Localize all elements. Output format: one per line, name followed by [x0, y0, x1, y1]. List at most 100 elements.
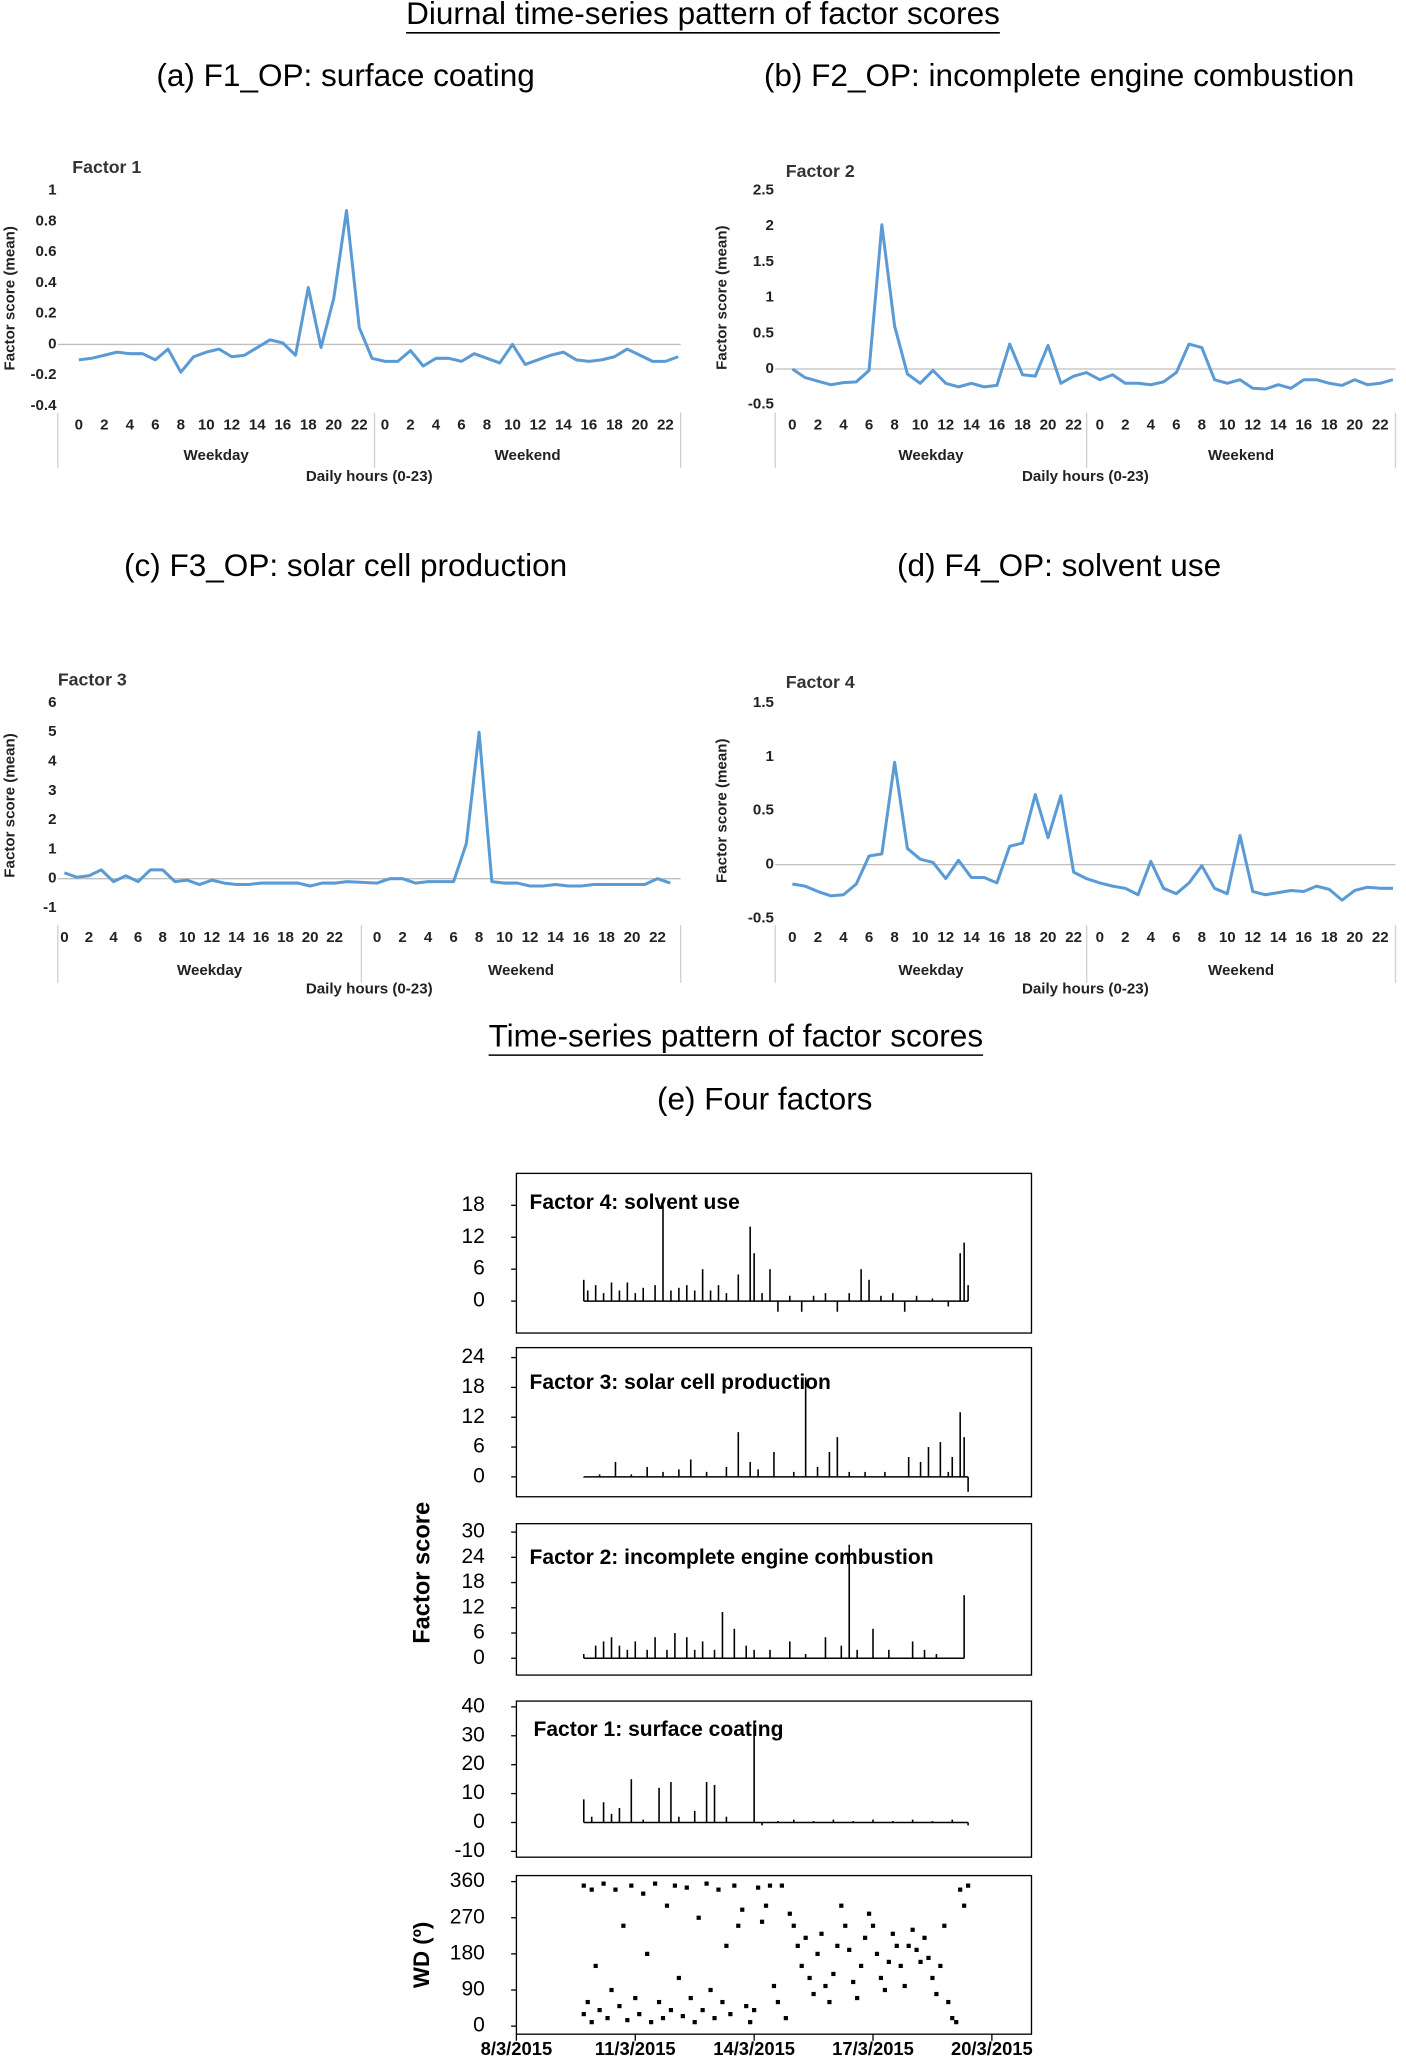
y-tick-label: 1 [766, 289, 774, 306]
spike [761, 1293, 763, 1302]
panel-frame [515, 1523, 1033, 1676]
spike [840, 1645, 843, 1659]
point [593, 1963, 598, 1969]
spike [959, 1253, 961, 1302]
spike [678, 1469, 680, 1477]
point [700, 2007, 705, 2013]
x-tick-label: 18 [1014, 929, 1031, 946]
spike [967, 1285, 969, 1302]
spike [749, 1226, 751, 1302]
spike [662, 1471, 664, 1477]
x-tick-label: 10 [912, 929, 929, 946]
point [775, 1999, 781, 2005]
line [792, 760, 1393, 902]
x-tick-label: 6 [865, 417, 873, 434]
x-tick-label: 8 [483, 417, 491, 434]
spike [915, 1295, 918, 1302]
x-tick-label: 22 [1372, 417, 1389, 434]
spike [610, 1282, 613, 1302]
spike [935, 1654, 938, 1659]
point [720, 1999, 725, 2005]
point [862, 1935, 868, 1940]
point [740, 1907, 745, 1912]
x-tick-label: 10 [912, 417, 929, 434]
point [613, 1887, 618, 1892]
point [918, 1959, 923, 1965]
x-tick-label: 16 [274, 417, 291, 434]
y-tick-label: 0 [48, 870, 56, 887]
spike [919, 1461, 922, 1477]
x-tick-label: 14 [547, 929, 564, 946]
point [664, 1903, 670, 1908]
y-tick-label: 0.2 [36, 305, 57, 322]
x-tick-label: 2 [398, 929, 406, 946]
x-tick-label: 6 [1172, 929, 1180, 946]
x-tick-label: 22 [657, 417, 674, 434]
x-tick-label: 10 [1219, 417, 1236, 434]
x-tick-label: 16 [1295, 929, 1312, 946]
x-tick-label: 17/3/2015 [832, 2038, 914, 2059]
point [942, 1923, 947, 1928]
x-tick-label: 4 [424, 929, 433, 946]
figure-title: Time-series pattern of factor scores [489, 1017, 983, 1053]
spike [725, 1466, 728, 1477]
spike [582, 1654, 585, 1659]
point [902, 1983, 907, 1989]
spike [872, 1819, 874, 1823]
y-tick-label: 18 [461, 1570, 484, 1593]
spike [959, 1412, 961, 1477]
spike [670, 1290, 672, 1302]
y-tick-label: 10 [461, 1781, 484, 1804]
panel-frame [515, 1346, 1033, 1498]
point [645, 1951, 650, 1956]
spike [713, 1784, 716, 1823]
spike [753, 1721, 755, 1823]
point [712, 2016, 717, 2021]
spike [594, 1645, 597, 1659]
panel-frame [515, 1700, 1033, 1858]
spike [630, 1474, 633, 1477]
x-tick-label: 6 [865, 929, 873, 946]
x-tick-label: 12 [1244, 417, 1261, 434]
spike [864, 1471, 866, 1477]
point [823, 1983, 828, 1989]
point [601, 1881, 606, 1886]
x-tick-label: 20 [302, 929, 319, 946]
point [938, 1963, 943, 1969]
y-tick-label: 0.4 [36, 274, 58, 291]
spike [852, 1821, 854, 1823]
point [617, 2003, 622, 2009]
spike [824, 1637, 827, 1659]
point [589, 2020, 594, 2025]
y-axis-label: Factor score [409, 1502, 435, 1644]
spike [582, 1799, 585, 1823]
point [684, 1885, 689, 1890]
spike [903, 1301, 906, 1312]
y-tick-label: 0 [473, 1289, 485, 1312]
spike [737, 1274, 740, 1302]
point [625, 2018, 630, 2023]
point [870, 1923, 876, 1928]
spike [725, 1293, 728, 1302]
spike [951, 1819, 954, 1823]
x-tick-label: 18 [606, 417, 623, 434]
point [954, 2020, 959, 2025]
y-tick-label: 4 [48, 753, 57, 770]
x-tick-label: 8 [177, 417, 185, 434]
y-tick-label: -1 [43, 899, 56, 916]
spike [618, 1645, 621, 1659]
x-tick-label: 0 [381, 417, 389, 434]
spike [610, 1813, 613, 1823]
group-label: Weekend [488, 962, 554, 979]
line [63, 730, 671, 888]
spike [753, 1253, 755, 1302]
spike [701, 1641, 704, 1659]
x-tick-label: 20 [1040, 929, 1057, 946]
panel-label: Factor 4 [786, 672, 855, 692]
spike [927, 1447, 930, 1477]
spike [804, 1654, 807, 1659]
spike [967, 1476, 969, 1492]
x-tick-label: 4 [1147, 417, 1156, 434]
chart-title: (a) F1_OP: surface coating [156, 57, 534, 93]
